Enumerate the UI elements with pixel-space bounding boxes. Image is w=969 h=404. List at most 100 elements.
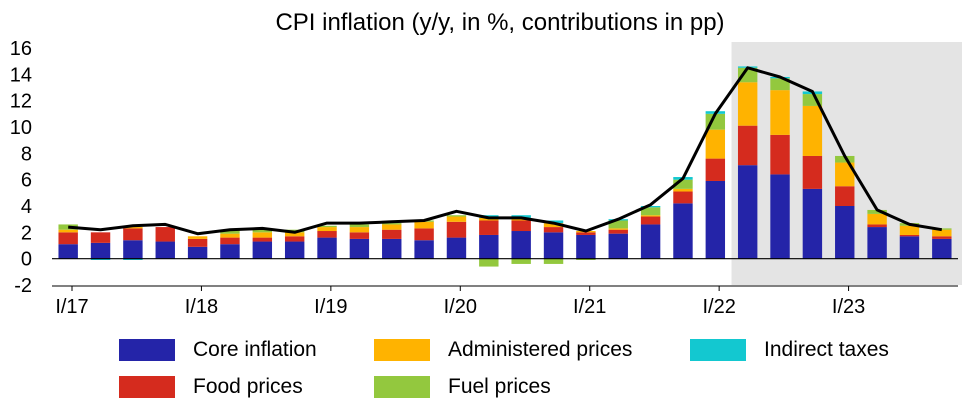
bar-indirect-taxes-1 <box>90 258 111 260</box>
bar-core-inflation-7 <box>284 241 305 259</box>
bar-food-prices-23 <box>802 155 823 189</box>
bar-food-prices-0 <box>58 232 78 245</box>
chart-plot: CPI inflation (y/y, in %, contributions … <box>10 9 962 318</box>
bar-administered-prices-4 <box>187 236 208 239</box>
bar-core-inflation-5 <box>220 244 240 259</box>
bar-food-prices-19 <box>673 191 693 204</box>
bar-food-prices-16 <box>576 232 596 235</box>
bar-indirect-taxes-2 <box>123 258 143 260</box>
legend-item-fuel-prices: Fuel prices <box>374 375 551 399</box>
bar-food-prices-14 <box>511 220 531 232</box>
bar-core-inflation-2 <box>123 240 143 259</box>
legend-label-fuel-prices: Fuel prices <box>448 375 551 398</box>
cpi-line-layer <box>68 66 943 236</box>
bar-food-prices-1 <box>90 232 111 243</box>
bar-fuel-prices-5 <box>220 229 240 234</box>
y-tick-label: 10 <box>10 117 32 139</box>
bar-fuel-prices-15 <box>543 258 564 264</box>
x-tick-label: I/23 <box>832 296 865 318</box>
bar-administered-prices-15 <box>543 223 564 228</box>
x-tick-label: I/18 <box>185 296 218 318</box>
legend-swatch-core-inflation <box>119 339 175 361</box>
y-tick-label: 2 <box>21 222 32 244</box>
x-tick-label: I/17 <box>55 296 88 318</box>
y-tick-label: 12 <box>10 91 32 113</box>
bar-food-prices-9 <box>349 232 370 239</box>
legend-item-core-inflation: Core inflation <box>119 338 317 362</box>
bar-fuel-prices-24 <box>835 155 855 163</box>
bar-food-prices-13 <box>479 220 499 235</box>
legend-label-core-inflation: Core inflation <box>193 338 317 361</box>
bar-food-prices-25 <box>867 224 887 228</box>
x-tick-label: I/20 <box>444 296 477 318</box>
y-tick-label: -2 <box>14 275 32 297</box>
bar-core-inflation-12 <box>446 237 467 259</box>
bar-fuel-prices-19 <box>673 179 693 189</box>
bar-core-inflation-4 <box>187 246 208 259</box>
bar-core-inflation-8 <box>317 237 337 259</box>
bar-food-prices-27 <box>932 236 952 239</box>
bar-core-inflation-25 <box>867 227 887 259</box>
bar-food-prices-10 <box>382 229 402 239</box>
bar-administered-prices-23 <box>802 105 823 156</box>
bar-core-inflation-24 <box>835 206 855 259</box>
bars <box>58 66 952 267</box>
bar-food-prices-17 <box>608 229 628 234</box>
bar-fuel-prices-14 <box>511 258 531 264</box>
bar-administered-prices-17 <box>608 228 628 230</box>
bar-food-prices-21 <box>737 125 758 166</box>
legend-swatch-food-prices <box>119 376 175 398</box>
legend-label-indirect-taxes: Indirect taxes <box>764 338 889 361</box>
legend-swatch-indirect-taxes <box>690 339 746 361</box>
bar-food-prices-11 <box>414 228 434 241</box>
bar-food-prices-22 <box>770 134 790 175</box>
y-tick-label: 14 <box>10 64 32 86</box>
legend: Core inflation Administered prices Indir… <box>0 333 969 404</box>
bar-food-prices-7 <box>284 236 305 242</box>
x-tick-label: I/22 <box>702 296 735 318</box>
bar-food-prices-24 <box>835 186 855 206</box>
bar-core-inflation-20 <box>705 180 726 259</box>
axes: 16 14 12 10 8 6 4 2 0 -2 I/17 I/18 I/19 I/20 I/21 I/22 I… <box>10 38 958 318</box>
bar-core-inflation-22 <box>770 174 790 259</box>
cpi-inflation-line <box>68 66 943 236</box>
bar-administered-prices-20 <box>705 129 726 159</box>
bar-administered-prices-11 <box>414 221 434 229</box>
bar-food-prices-5 <box>220 237 240 245</box>
y-tick-label: 16 <box>10 38 32 60</box>
bar-fuel-prices-6 <box>252 228 273 233</box>
bar-core-inflation-17 <box>608 233 628 259</box>
bar-administered-prices-19 <box>673 188 693 192</box>
bar-fuel-prices-25 <box>867 209 887 214</box>
legend-item-indirect-taxes: Indirect taxes <box>690 338 889 362</box>
bar-core-inflation-21 <box>737 165 758 259</box>
legend-swatch-fuel-prices <box>374 376 430 398</box>
bar-fuel-prices-21 <box>737 67 758 83</box>
bar-administered-prices-21 <box>737 82 758 126</box>
bar-fuel-prices-13 <box>479 258 499 267</box>
chart-title: CPI inflation (y/y, in %, contributions … <box>275 9 724 36</box>
y-tick-label: 4 <box>21 196 32 218</box>
bar-fuel-prices-12 <box>446 215 467 217</box>
bar-administered-prices-18 <box>640 215 661 217</box>
bar-fuel-prices-9 <box>349 224 370 228</box>
legend-item-administered-prices: Administered prices <box>374 338 632 362</box>
bar-food-prices-6 <box>252 237 273 242</box>
bar-food-prices-3 <box>155 227 175 242</box>
bar-core-inflation-3 <box>155 241 175 259</box>
bar-administered-prices-25 <box>867 213 887 225</box>
bar-administered-prices-6 <box>252 232 273 238</box>
bar-fuel-prices-10 <box>382 223 402 225</box>
bar-core-inflation-19 <box>673 203 693 259</box>
bar-core-inflation-26 <box>899 236 920 259</box>
y-tick-label: 6 <box>21 170 32 192</box>
bar-food-prices-8 <box>317 231 337 238</box>
legend-label-administered-prices: Administered prices <box>448 338 633 361</box>
bar-core-inflation-0 <box>58 244 78 259</box>
legend-swatch-administered-prices <box>374 339 430 361</box>
bar-fuel-prices-18 <box>640 207 661 216</box>
bar-administered-prices-24 <box>835 162 855 187</box>
bar-fuel-prices-23 <box>802 94 823 106</box>
bar-administered-prices-22 <box>770 90 790 135</box>
y-tick-label: 0 <box>21 249 32 271</box>
